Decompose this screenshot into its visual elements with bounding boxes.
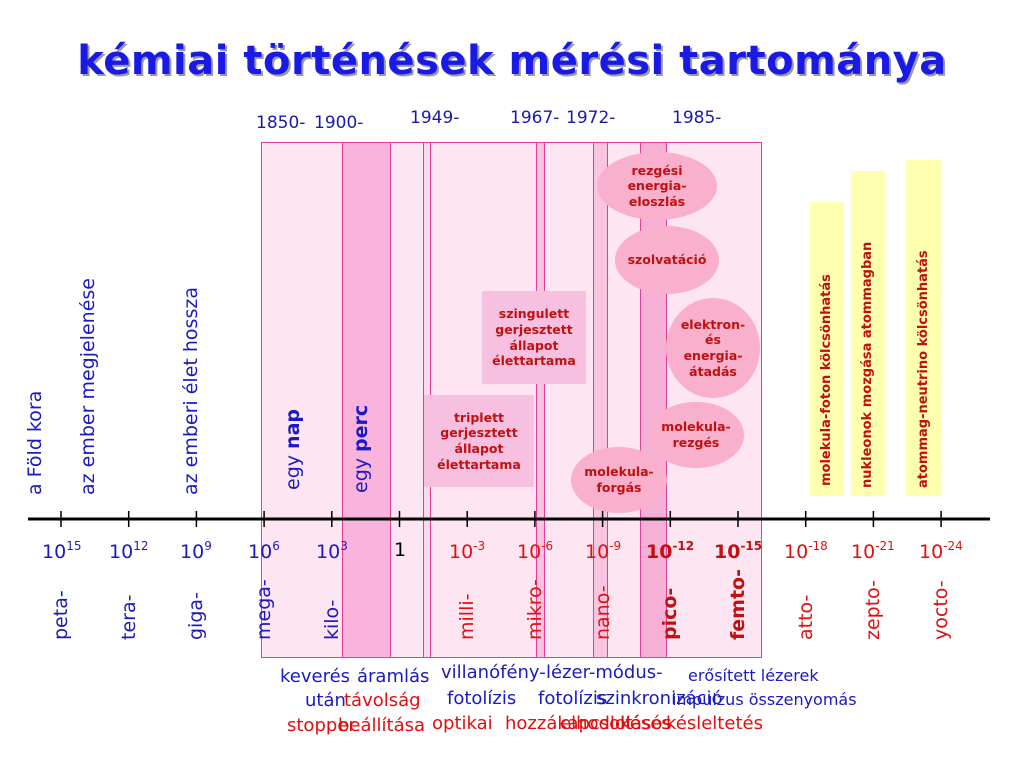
molecule-rotation-bubble: molekula- forgás xyxy=(571,447,667,513)
year-label: 1850- xyxy=(256,113,306,133)
prefix-label: yocto- xyxy=(930,580,952,640)
flash-label: villanófény- xyxy=(441,662,546,683)
coupled-label: hozzákapcsolt xyxy=(505,713,633,734)
prefix-label: zepto- xyxy=(862,579,884,640)
interaction-bar xyxy=(810,202,844,496)
flow-label: áramlás xyxy=(357,666,430,687)
year-label: 1967- xyxy=(510,108,560,128)
power-label: 10-3 xyxy=(449,539,486,563)
stopper-label: stopper xyxy=(287,715,356,736)
band-1900 xyxy=(342,142,391,658)
distance-label: távolság xyxy=(344,690,421,711)
year-label: 1985- xyxy=(672,108,722,128)
power-label: 10-9 xyxy=(585,539,622,563)
amplified-lasers-label: erősített lézerek xyxy=(688,666,819,685)
year-label: 1972- xyxy=(566,108,616,128)
power-label: 10-15 xyxy=(714,539,763,563)
prefix-label: nano- xyxy=(592,585,614,640)
prefix-label: atto- xyxy=(795,594,817,640)
band-1972 xyxy=(593,142,608,658)
interaction-bar xyxy=(851,171,885,496)
power-label: 10-18 xyxy=(784,539,828,563)
power-label: 1 xyxy=(394,539,407,561)
power-label: 10-12 xyxy=(646,539,695,563)
power-label: 106 xyxy=(248,539,280,563)
band-1967 xyxy=(536,142,545,658)
prefix-label: peta- xyxy=(50,590,72,640)
triplet-lifetime-box: triplett gerjesztett állapot élettartama xyxy=(424,395,534,487)
displacement-label: elhodlolásos xyxy=(560,713,672,734)
power-label: 1015 xyxy=(42,539,82,563)
prefix-label: femto- xyxy=(727,569,749,640)
interaction-bar xyxy=(906,160,942,496)
electron-transfer-bubble: elektron- és energia- átadás xyxy=(666,298,760,398)
prefix-label: milli- xyxy=(456,593,478,640)
delaying-label: késleltetés xyxy=(666,713,763,734)
year-label: 1949- xyxy=(410,108,460,128)
optical-label: optikai xyxy=(432,713,493,734)
power-label: 10-21 xyxy=(851,539,895,563)
power-label: 109 xyxy=(180,539,212,563)
vibrational-energy-bubble: rezgési energia- eloszlás xyxy=(597,152,717,220)
prefix-label: mikro- xyxy=(524,578,546,640)
delay-label: késés xyxy=(620,713,671,734)
prefix-label: kilo- xyxy=(321,599,343,640)
prefix-label: mega- xyxy=(253,579,275,640)
power-label: 10-6 xyxy=(517,539,554,563)
mixing-label: keverés xyxy=(280,666,351,687)
page-title: kémiai történések mérési tartománya xyxy=(77,38,947,84)
prefix-label: tera- xyxy=(118,594,140,640)
after-label: után xyxy=(305,690,346,711)
power-label: 103 xyxy=(316,539,348,563)
setting-label: beállítása xyxy=(338,715,426,736)
power-label: 10-24 xyxy=(919,539,963,563)
singlet-lifetime-box: szingulett gerjesztett állapot élettarta… xyxy=(482,291,586,384)
prefix-label: giga- xyxy=(185,592,207,640)
molecule-vibration-bubble: molekula- rezgés xyxy=(648,402,744,468)
sync-label: szinkronizáció xyxy=(596,688,723,709)
year-label: 1900- xyxy=(314,113,364,133)
pulse-compression-label: impulzus összenyomás xyxy=(672,690,857,709)
solvation-bubble: szolvatáció xyxy=(615,226,719,294)
flash-photolysis-label: fotolízis xyxy=(447,688,517,709)
laser-photolysis-label: fotolízis xyxy=(538,688,608,709)
prefix-label: pico- xyxy=(659,587,681,640)
laser-mode-label: lézer-módus- xyxy=(546,662,663,683)
power-label: 1012 xyxy=(109,539,149,563)
